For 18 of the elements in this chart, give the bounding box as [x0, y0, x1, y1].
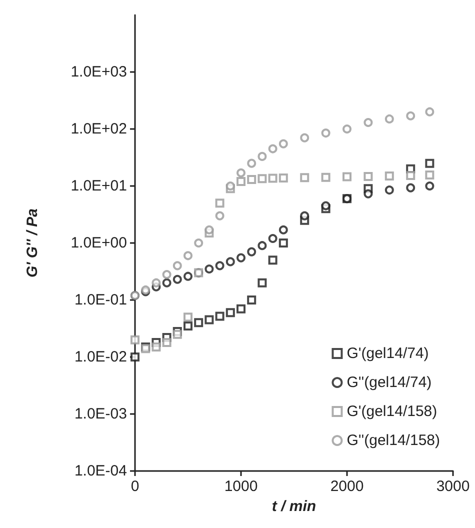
x-tick-label: 1000: [224, 478, 258, 495]
legend-label: G''(gel14/74): [346, 374, 432, 391]
legend-label: G'(gel14/74): [346, 345, 429, 362]
y-tick-label: 1.0E+01: [70, 178, 127, 194]
y-tick-label: 1.0E+00: [70, 234, 127, 252]
legend-label: G''(gel14/158): [346, 432, 440, 449]
x-tick-label: 0: [130, 478, 140, 495]
y-tick-label: 1.0E-01: [74, 292, 127, 308]
y-tick-label: 1.0E-02: [74, 348, 127, 366]
y-tick-label: 1.0E-03: [74, 406, 127, 422]
legend-label: G'(gel14/158): [346, 403, 438, 420]
y-tick-label: 1.0E-04: [74, 462, 127, 480]
y-axis-title: G' G'' / Pa: [24, 208, 41, 278]
x-tick-label: 2000: [330, 478, 364, 495]
x-tick-label: 3000: [436, 478, 470, 495]
y-tick-label: 1.0E+02: [70, 120, 127, 138]
x-axis-title: t / min: [272, 498, 316, 515]
y-tick-label: 1.0E+03: [70, 64, 127, 80]
